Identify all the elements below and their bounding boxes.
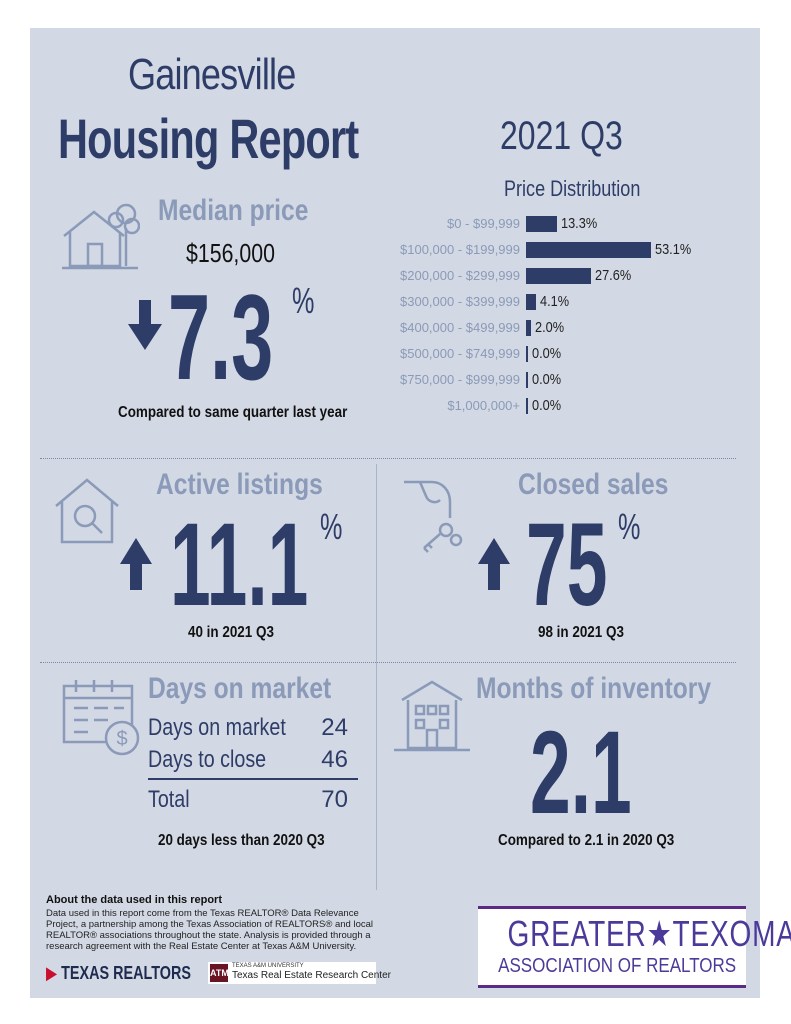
- median-price-value: $156,000: [186, 238, 275, 268]
- months-inventory-title: Months of inventory: [476, 672, 712, 705]
- distribution-row: $400,000 - $499,999 2.0%: [390, 318, 730, 340]
- days-row: Days to close 46: [148, 746, 358, 776]
- distribution-row: $1,000,000+ 0.0%: [390, 396, 730, 418]
- total-rule: [148, 778, 358, 780]
- distribution-bar: [526, 398, 528, 414]
- distribution-value: 13.3%: [561, 215, 598, 232]
- distribution-bar: [526, 320, 531, 336]
- divider: [40, 662, 736, 663]
- distribution-bar: [526, 372, 528, 388]
- calendar-dollar-icon: $: [62, 680, 140, 756]
- days-row-value: 24: [321, 714, 348, 741]
- tamu-large-text: Texas Real Estate Research Center: [232, 970, 391, 981]
- closed-sales-title: Closed sales: [518, 468, 669, 501]
- svg-text:$: $: [116, 728, 127, 750]
- median-price-title: Median price: [158, 194, 309, 227]
- tamu-logo: ATM TEXAS A&M UNIVERSITY Texas Real Esta…: [208, 962, 391, 984]
- title-report: Housing Report: [58, 107, 359, 170]
- closed-sales-note: 98 in 2021 Q3: [538, 624, 624, 641]
- distribution-row: $300,000 - $399,999 4.1%: [390, 292, 730, 314]
- days-on-market-title: Days on market: [148, 672, 332, 705]
- days-row-label: Days to close: [148, 746, 267, 773]
- divider: [40, 458, 736, 459]
- house-search-icon: [55, 478, 119, 544]
- closed-sales-change: 75: [526, 499, 608, 631]
- distribution-value: 0.0%: [532, 345, 562, 362]
- distribution-row: $200,000 - $299,999 27.6%: [390, 266, 730, 288]
- active-listings-note: 40 in 2021 Q3: [188, 624, 274, 641]
- brand-line1: GREATER★TEXOMA: [507, 913, 791, 954]
- distribution-row: $750,000 - $999,999 0.0%: [390, 370, 730, 392]
- distribution-row: $100,000 - $199,999 53.1%: [390, 240, 730, 262]
- distribution-row: $500,000 - $749,999 0.0%: [390, 344, 730, 366]
- distribution-label: $0 - $99,999: [446, 216, 520, 231]
- arrow-up-icon: [478, 538, 510, 590]
- arrow-up-icon: [120, 538, 152, 590]
- total-label: Total: [148, 786, 190, 813]
- distribution-value: 2.0%: [534, 319, 564, 336]
- distribution-label: $750,000 - $999,999: [400, 372, 520, 387]
- distribution-label: $300,000 - $399,999: [400, 294, 520, 309]
- median-price-unit: %: [292, 280, 315, 321]
- tamu-small-text: TEXAS A&M UNIVERSITY: [232, 963, 304, 969]
- distribution-value: 27.6%: [594, 267, 632, 284]
- active-listings-unit: %: [320, 506, 343, 547]
- distribution-label: $200,000 - $299,999: [400, 268, 520, 283]
- distribution-bar: [526, 294, 536, 310]
- distribution-value: 0.0%: [532, 371, 562, 388]
- months-inventory-value: 2.1: [530, 707, 632, 839]
- texas-realtors-logo: ▶ TEXAS REALTORS: [46, 963, 191, 984]
- days-row: Days on market 24: [148, 714, 358, 744]
- building-icon: [394, 680, 470, 752]
- distribution-label: $1,000,000+: [447, 398, 520, 413]
- divider: [376, 464, 377, 890]
- distribution-label: $100,000 - $199,999: [400, 242, 520, 257]
- texas-realtors-mark: ▶: [46, 963, 58, 983]
- tamu-mark: ATM: [210, 964, 229, 982]
- house-with-tree-icon: [62, 203, 140, 270]
- title-city: Gainesville: [128, 50, 296, 99]
- distribution-label: $500,000 - $749,999: [400, 346, 520, 361]
- distribution-bar: [526, 216, 558, 232]
- total-value: 70: [321, 786, 348, 813]
- footer-heading: About the data used in this report: [46, 894, 223, 906]
- distribution-row: $0 - $99,999 13.3%: [390, 214, 730, 236]
- days-row-value: 46: [321, 746, 348, 773]
- active-listings-change: 11.1: [170, 499, 309, 631]
- hand-keys-icon: [404, 480, 463, 553]
- distribution-value: 53.1%: [654, 241, 691, 258]
- days-row-label: Days on market: [148, 714, 286, 741]
- texas-realtors-label: TEXAS REALTORS: [61, 963, 191, 983]
- median-price-note: Compared to same quarter last year: [118, 404, 348, 421]
- distribution-bar: [526, 242, 651, 258]
- distribution-bar: [526, 346, 528, 362]
- months-inventory-note: Compared to 2.1 in 2020 Q3: [498, 832, 675, 849]
- days-on-market-note: 20 days less than 2020 Q3: [158, 832, 325, 849]
- price-distribution-title: Price Distribution: [504, 176, 641, 201]
- distribution-bar: [526, 268, 591, 284]
- report-page: Gainesville Housing Report 2021 Q3 Media…: [30, 28, 791, 998]
- active-listings-title: Active listings: [156, 468, 323, 501]
- distribution-value: 0.0%: [532, 397, 562, 414]
- greater-texoma-logo: GREATER★TEXOMA ASSOCIATION OF REALTORS: [478, 906, 791, 988]
- footer-text: Data used in this report come from the T…: [46, 908, 374, 952]
- closed-sales-unit: %: [618, 506, 641, 547]
- distribution-label: $400,000 - $499,999: [400, 320, 520, 335]
- brand-line2: ASSOCIATION OF REALTORS: [498, 955, 737, 977]
- total-row: Total 70: [148, 786, 358, 816]
- distribution-value: 4.1%: [539, 293, 569, 310]
- report-period: 2021 Q3: [500, 114, 623, 158]
- arrow-down-icon: [128, 300, 162, 350]
- median-price-change: 7.3: [168, 269, 274, 405]
